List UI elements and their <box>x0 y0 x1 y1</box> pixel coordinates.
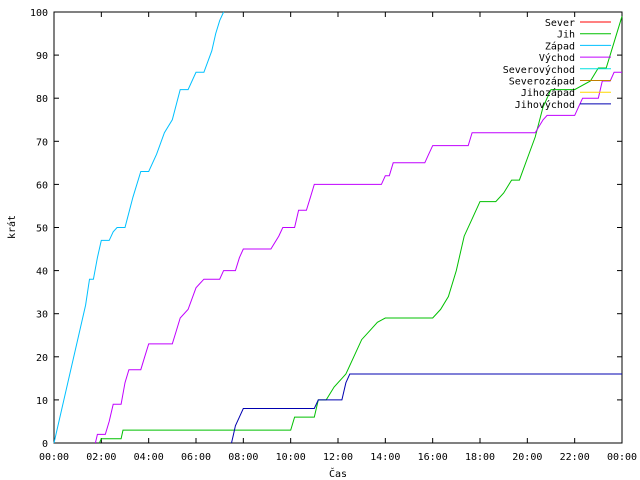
x-tick-label: 04:00 <box>134 452 164 463</box>
x-tick-label: 22:00 <box>560 452 590 463</box>
y-tick-label: 0 <box>42 439 48 450</box>
series-line-jih <box>98 16 623 444</box>
x-tick-label: 18:00 <box>465 452 495 463</box>
y-tick-label: 70 <box>36 137 48 148</box>
y-tick-label: 40 <box>36 267 48 278</box>
legend-label: Severozápad <box>509 76 575 88</box>
x-tick-label: 12:00 <box>323 452 353 463</box>
x-tick-label: 02:00 <box>86 452 116 463</box>
x-tick-label: 00:00 <box>39 452 69 463</box>
x-tick-label: 00:00 <box>607 452 637 463</box>
y-tick-label: 100 <box>30 8 48 19</box>
legend-label: Jih <box>557 30 575 41</box>
legend-label: Východ <box>539 52 575 64</box>
y-axis-label: krát <box>6 215 18 239</box>
series-lines <box>53 11 623 444</box>
legend-label: Severovýchod <box>503 64 575 76</box>
x-tick-label: 14:00 <box>370 452 400 463</box>
series-line-západ <box>53 11 225 444</box>
x-tick-label: 20:00 <box>512 452 542 463</box>
y-tick-label: 90 <box>36 51 48 62</box>
y-tick-label: 20 <box>36 353 48 364</box>
x-tick-label: 06:00 <box>181 452 211 463</box>
x-tick-label: 08:00 <box>228 452 258 463</box>
axes: 0 10 20 30 40 50 60 70 80 90 100 00:00 02:00 04:00 06:… <box>30 8 637 463</box>
series-line-východ <box>94 71 622 444</box>
x-tick-label: 16:00 <box>418 452 448 463</box>
y-tick-label: 30 <box>36 310 48 321</box>
legend-label: Sever <box>545 18 575 29</box>
y-tick-label: 80 <box>36 94 48 105</box>
legend-label: Jihozápad <box>521 87 575 99</box>
x-tick-label: 10:00 <box>276 452 306 463</box>
legend-label: Jihovýchod <box>515 99 575 111</box>
y-tick-label: 50 <box>36 224 48 235</box>
y-tick-label: 10 <box>36 396 48 407</box>
x-axis-label: Čas <box>329 467 347 480</box>
legend-label: Západ <box>545 40 575 52</box>
legend: SeverJihZápadVýchodSeverovýchodSeverozáp… <box>503 18 611 111</box>
series-line-jihovýchod <box>231 373 622 444</box>
y-tick-label: 60 <box>36 180 48 191</box>
